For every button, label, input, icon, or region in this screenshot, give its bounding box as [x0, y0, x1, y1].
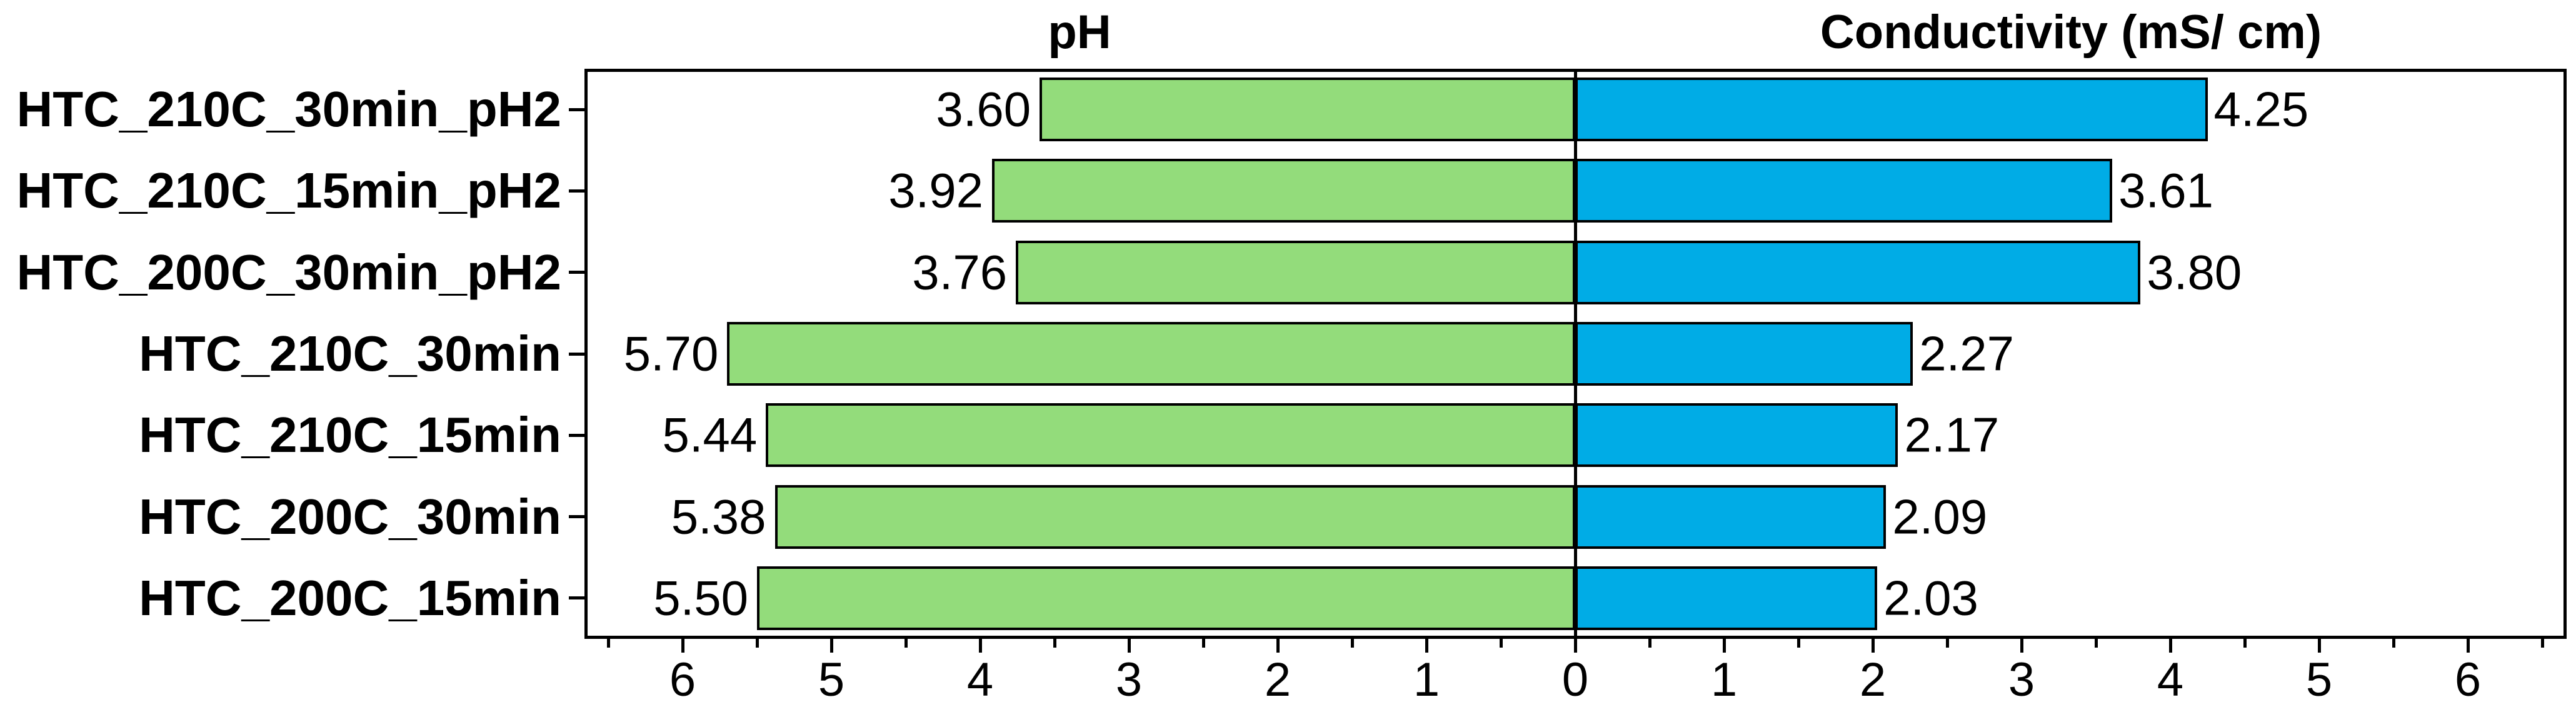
x-axis-minor-tick — [1797, 639, 1800, 648]
conductivity-bar — [1575, 403, 1898, 468]
x-axis-tick-label: 3 — [1115, 653, 1143, 706]
x-axis-major-tick — [1276, 639, 1280, 653]
x-axis-tick-label: 2 — [1264, 653, 1291, 706]
y-axis-tick — [569, 515, 584, 519]
x-axis-tick-label: 6 — [669, 653, 696, 706]
category-label: HTC_210C_30min_pH2 — [16, 81, 561, 138]
ph-bar — [774, 484, 1575, 549]
conductivity-bar — [1575, 484, 1887, 549]
ph-bar — [992, 159, 1575, 223]
y-axis-tick — [569, 352, 584, 356]
x-axis-major-tick — [2020, 639, 2023, 653]
x-axis-major-tick — [2466, 639, 2470, 653]
x-axis-tick-label: 3 — [2008, 653, 2035, 706]
x-axis-major-tick — [1573, 639, 1577, 653]
x-axis-tick-label: 0 — [1561, 653, 1589, 706]
x-axis-minor-tick — [1945, 639, 1949, 648]
x-axis-minor-tick — [1499, 639, 1503, 648]
ph-value-label: 5.70 — [623, 326, 719, 381]
x-axis-minor-tick — [2094, 639, 2098, 648]
y-axis-tick — [569, 271, 584, 274]
category-label: HTC_210C_30min — [139, 326, 561, 381]
x-axis-tick-label: 4 — [966, 653, 994, 706]
x-axis-minor-tick — [1201, 639, 1205, 648]
ph-bar — [757, 566, 1575, 630]
ph-value-label: 5.38 — [671, 489, 766, 544]
ph-value-label: 3.76 — [912, 244, 1008, 300]
x-axis-major-tick — [1722, 639, 1726, 653]
x-axis-tick-label: 5 — [818, 653, 845, 706]
right-axis-title: Conductivity (mS/ cm) — [1820, 6, 2322, 59]
x-axis-tick-label: 5 — [2305, 653, 2333, 706]
y-axis-tick — [569, 189, 584, 193]
ph-bar — [766, 403, 1575, 468]
x-axis-minor-tick — [2243, 639, 2247, 648]
x-axis-major-tick — [1871, 639, 1875, 653]
y-axis-tick — [569, 433, 584, 437]
y-axis-tick — [569, 108, 584, 111]
category-label: HTC_200C_30min — [139, 488, 561, 544]
x-axis-minor-tick — [904, 639, 908, 648]
ph-bar — [727, 322, 1575, 386]
x-axis-minor-tick — [1648, 639, 1651, 648]
category-label: HTC_200C_30min_pH2 — [16, 244, 561, 300]
ph-value-label: 5.44 — [662, 407, 758, 463]
ph-bar — [1040, 78, 1575, 142]
x-axis-major-tick — [978, 639, 982, 653]
conductivity-bar — [1575, 566, 1878, 630]
conductivity-bar — [1575, 78, 2208, 142]
left-axis-title: pH — [1048, 6, 1111, 59]
x-axis-tick-label: 1 — [1413, 653, 1440, 706]
x-axis-tick-label: 6 — [2454, 653, 2482, 706]
x-axis-tick-label: 1 — [1710, 653, 1738, 706]
x-axis-tick-label: 2 — [1859, 653, 1887, 706]
x-axis-major-tick — [2317, 639, 2321, 653]
category-label: HTC_200C_15min — [139, 569, 561, 626]
x-axis-minor-tick — [2392, 639, 2395, 648]
x-axis-major-tick — [2168, 639, 2172, 653]
category-label: HTC_210C_15min — [139, 407, 561, 463]
ph-value-label: 3.92 — [888, 163, 984, 218]
ph-bar — [1016, 240, 1575, 304]
x-axis-major-tick — [1127, 639, 1131, 653]
ph-value-label: 5.50 — [653, 570, 748, 626]
category-label: HTC_210C_15min_pH2 — [16, 163, 561, 219]
x-axis-major-tick — [1425, 639, 1428, 653]
x-axis-minor-tick — [2540, 639, 2544, 648]
x-axis-major-tick — [829, 639, 833, 653]
x-axis-major-tick — [681, 639, 684, 653]
conductivity-value-label: 3.61 — [2118, 163, 2213, 218]
conductivity-value-label: 2.09 — [1892, 489, 1988, 544]
x-axis-minor-tick — [606, 639, 610, 648]
conductivity-value-label: 3.80 — [2147, 244, 2242, 300]
ph-value-label: 3.60 — [936, 81, 1031, 137]
x-axis-minor-tick — [1053, 639, 1056, 648]
x-axis-tick-label: 4 — [2157, 653, 2184, 706]
x-axis-minor-tick — [755, 639, 759, 648]
conductivity-value-label: 4.25 — [2213, 81, 2309, 137]
x-axis-minor-tick — [1350, 639, 1354, 648]
conductivity-value-label: 2.17 — [1904, 407, 2000, 463]
conductivity-bar — [1575, 322, 1913, 386]
conductivity-bar — [1575, 159, 2113, 223]
y-axis-tick — [569, 596, 584, 600]
conductivity-value-label: 2.27 — [1919, 326, 2015, 381]
conductivity-bar — [1575, 240, 2141, 304]
conductivity-value-label: 2.03 — [1883, 570, 1978, 626]
zero-axis-line — [1573, 69, 1577, 639]
